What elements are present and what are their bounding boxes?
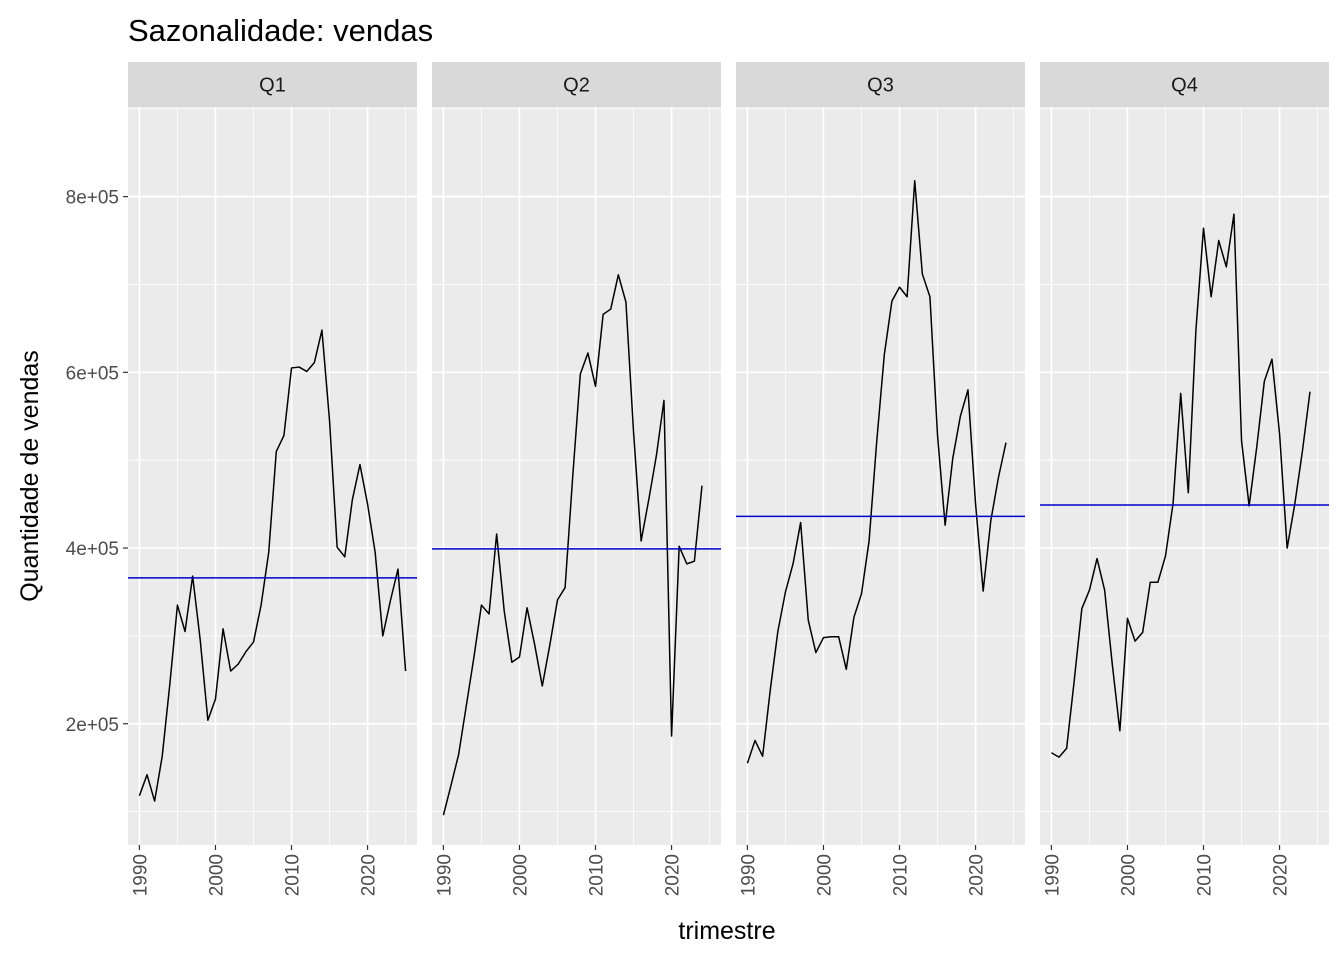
facet-panel-q2: Q2 1990 2000 2010 2020 <box>432 62 721 896</box>
x-tick-label: 1990 <box>1042 854 1063 896</box>
facet-strip-label: Q3 <box>867 75 894 97</box>
facet-strip <box>1040 62 1329 107</box>
facet-strip <box>736 62 1025 107</box>
facet-panel-q1: Q1 1990 2000 2010 2020 <box>128 62 417 896</box>
x-tick-label: 1990 <box>738 854 759 896</box>
series-line-q4 <box>1051 213 1311 758</box>
facet-strip-label: Q4 <box>1171 75 1198 97</box>
x-tick-label: 2020 <box>967 854 988 896</box>
facet-panel-q3: Q3 1990 2000 2010 2020 <box>736 62 1025 896</box>
x-axis-title: trimestre <box>678 917 775 945</box>
x-tick-label: 1990 <box>130 854 151 896</box>
x-tick-label: 2020 <box>663 854 684 896</box>
facet-strip-label: Q1 <box>259 75 286 97</box>
series-line-q2 <box>442 274 703 816</box>
facet-strip-label: Q2 <box>563 75 590 97</box>
y-tick-label: 2e+05 <box>66 715 119 736</box>
y-axis: 2e+05 4e+05 6e+05 8e+05 <box>66 188 128 736</box>
panel-background <box>736 107 1025 845</box>
facet-panel-q4: Q4 1990 2000 2010 2020 <box>1040 62 1329 896</box>
x-tick-label: 2000 <box>510 854 531 896</box>
panel-background <box>128 107 417 845</box>
x-tick-label: 2010 <box>1195 854 1216 896</box>
facet-strip <box>128 62 417 107</box>
facet-panels: Q1 1990 2000 2010 2020 Q2 1990 2000 2010 2020 Q3 19… <box>128 62 1329 896</box>
x-tick-label: 2010 <box>891 854 912 896</box>
x-tick-label: 2020 <box>359 854 380 896</box>
x-tick-label: 2000 <box>814 854 835 896</box>
x-tick-label: 1990 <box>434 854 455 896</box>
x-tick-label: 2010 <box>587 854 608 896</box>
panel-background <box>432 107 721 845</box>
x-tick-label: 2010 <box>283 854 304 896</box>
y-axis-title: Quantidade de vendas <box>16 350 44 602</box>
x-tick-label: 2000 <box>206 854 227 896</box>
y-tick-label: 6e+05 <box>66 363 119 384</box>
facet-strip <box>432 62 721 107</box>
x-tick-label: 2020 <box>1271 854 1292 896</box>
series-line-q3 <box>746 180 1007 764</box>
panel-background <box>1040 107 1329 845</box>
series-line-q1 <box>138 329 407 802</box>
y-tick-label: 4e+05 <box>66 539 119 560</box>
x-tick-label: 2000 <box>1118 854 1139 896</box>
y-tick-label: 8e+05 <box>66 188 119 209</box>
chart-title: Sazonalidade: vendas <box>128 13 433 48</box>
